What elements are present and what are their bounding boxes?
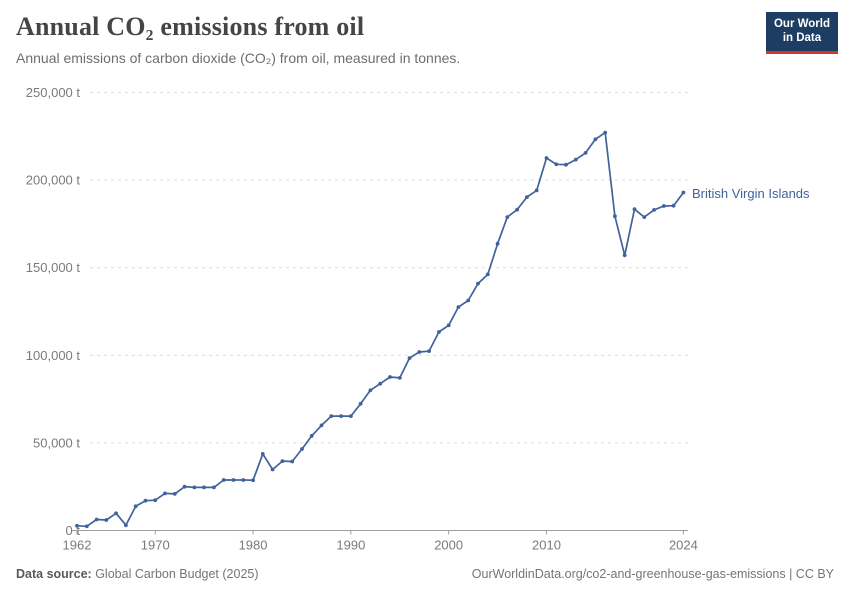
data-point (290, 459, 295, 464)
data-point (671, 203, 676, 208)
data-point (153, 498, 158, 503)
data-point (114, 511, 118, 516)
x-axis-tick-label: 2000 (434, 538, 463, 553)
data-point (573, 157, 578, 162)
data-point (104, 518, 109, 522)
data-point (661, 204, 666, 208)
chart-subtitle: Annual emissions of carbon dioxide (CO₂)… (16, 50, 461, 66)
chart-footer: Data source: Global Carbon Budget (2025)… (16, 567, 834, 581)
data-point (417, 350, 422, 354)
data-point (456, 305, 461, 309)
data-point (84, 524, 89, 529)
series-label-british-virgin-islands: British Virgin Islands (692, 186, 810, 201)
data-point (368, 388, 373, 393)
data-point (388, 375, 392, 379)
data-point (476, 281, 480, 286)
data-point (143, 498, 148, 503)
data-point (583, 151, 588, 155)
data-point (622, 253, 627, 258)
data-point (172, 492, 177, 496)
data-point (339, 414, 343, 418)
data-point (544, 156, 549, 160)
data-point (260, 452, 265, 456)
data-point (94, 517, 99, 522)
x-axis-tick-label: 1980 (239, 538, 268, 553)
data-point (564, 162, 568, 167)
data-source-value: Global Carbon Budget (2025) (91, 567, 259, 581)
data-point (515, 207, 519, 212)
data-point (309, 434, 314, 438)
data-point (525, 195, 529, 199)
data-source-label: Data source: (16, 567, 92, 581)
data-point (212, 485, 216, 490)
data-point (358, 401, 363, 406)
data-point (300, 447, 304, 451)
data-point (124, 523, 128, 528)
data-point (603, 130, 608, 135)
y-axis-tick-label: 50,000 t (33, 435, 80, 450)
data-point (642, 215, 647, 220)
data-point (163, 491, 167, 496)
x-axis-tick-label: 2024 (669, 538, 698, 553)
data-point (270, 467, 275, 472)
data-point (349, 414, 353, 418)
y-axis-tick-label: 100,000 t (26, 348, 81, 363)
owid-logo-line1: Our World (773, 18, 830, 30)
data-point (192, 485, 197, 490)
x-axis-tick-label: 2010 (532, 538, 561, 553)
y-axis-tick-label: 250,000 t (26, 85, 81, 100)
data-point (407, 356, 412, 360)
x-axis-tick-label: 1970 (141, 538, 170, 553)
data-point (534, 188, 539, 193)
data-point (652, 208, 656, 212)
data-point (485, 272, 490, 277)
data-point (593, 137, 598, 142)
x-axis-tick-label: 1990 (336, 538, 365, 553)
data-point (231, 478, 236, 482)
owid-logo[interactable]: Our World in Data (765, 12, 838, 54)
y-axis-tick-label: 200,000 t (26, 173, 81, 188)
data-point (221, 478, 226, 482)
data-point (182, 484, 187, 489)
data-point (446, 323, 451, 328)
data-point (397, 376, 402, 380)
data-point (133, 504, 138, 509)
data-point (437, 330, 441, 334)
data-point (427, 349, 431, 353)
x-axis-tick-label: 1962 (63, 538, 92, 553)
page-title: Annual CO₂ emissions from oil (16, 12, 365, 41)
data-point (505, 215, 510, 220)
data-point (202, 485, 207, 490)
series-line (76, 131, 685, 528)
data-source[interactable]: Data source: Global Carbon Budget (2025) (16, 567, 259, 581)
footer-citation-link[interactable]: OurWorldinData.org/co2-and-greenhouse-ga… (471, 567, 834, 581)
data-point (251, 478, 256, 483)
data-point (241, 478, 246, 482)
data-point (466, 298, 471, 303)
data-point (319, 423, 324, 428)
data-point (280, 459, 285, 463)
data-point (632, 207, 637, 212)
owid-logo-line2: in Data (782, 32, 822, 45)
y-axis-tick-label: 150,000 t (26, 260, 81, 275)
data-point (495, 241, 500, 246)
data-point (75, 523, 79, 528)
data-point (554, 162, 559, 167)
data-point (681, 190, 686, 195)
data-point (378, 381, 383, 386)
data-point (613, 214, 617, 219)
data-point (329, 414, 334, 418)
